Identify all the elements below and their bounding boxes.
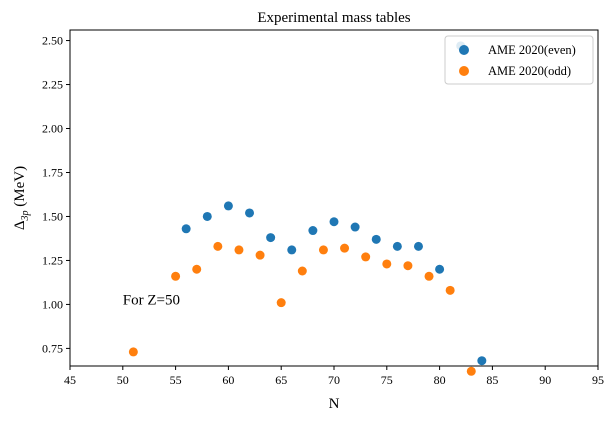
point-odd-13 xyxy=(424,271,434,281)
point-even-10 xyxy=(392,241,402,251)
x-tick-label-1: 50 xyxy=(117,373,129,387)
point-even-6 xyxy=(308,226,318,236)
y-tick-label-6: 2.25 xyxy=(42,78,63,92)
x-axis-ticks: 45 50 55 60 65 70 75 80 85 90 95 xyxy=(64,366,604,387)
point-even-11 xyxy=(413,241,423,251)
point-odd-1 xyxy=(171,271,181,281)
x-tick-label-5: 70 xyxy=(328,373,340,387)
x-tick-label-7: 80 xyxy=(434,373,446,387)
y-axis-label-sub: 3p xyxy=(20,210,31,221)
point-even-0 xyxy=(181,224,191,234)
x-tick-label-10: 95 xyxy=(592,373,604,387)
point-odd-12 xyxy=(403,261,413,271)
point-even-8 xyxy=(350,222,360,232)
point-odd-6 xyxy=(276,298,286,308)
point-odd-9 xyxy=(340,243,350,253)
x-tick-label-2: 55 xyxy=(170,373,182,387)
point-even-3 xyxy=(245,208,255,218)
point-even-12 xyxy=(435,264,445,274)
point-odd-10 xyxy=(361,252,371,262)
annotation-for-z50: For Z=50 xyxy=(123,292,180,308)
point-even-7 xyxy=(329,217,339,227)
point-odd-4 xyxy=(234,245,244,255)
x-tick-label-8: 85 xyxy=(486,373,498,387)
point-even-5 xyxy=(287,245,297,255)
point-odd-14 xyxy=(445,285,455,295)
chart-title: Experimental mass tables xyxy=(257,10,410,26)
point-odd-15 xyxy=(466,366,476,376)
point-odd-11 xyxy=(382,259,392,269)
point-even-2 xyxy=(223,201,233,211)
y-tick-label-1: 1.00 xyxy=(42,297,63,311)
x-axis-label: N xyxy=(329,396,340,412)
x-tick-label-6: 75 xyxy=(381,373,393,387)
y-tick-label-0: 0.75 xyxy=(42,341,63,355)
y-axis-label-unit: (MeV) xyxy=(12,166,28,211)
y-axis-label-main: Δ xyxy=(12,220,28,230)
y-tick-label-3: 1.50 xyxy=(42,209,63,223)
x-tick-label-9: 90 xyxy=(539,373,551,387)
point-even-4 xyxy=(266,233,276,243)
legend-label-even: AME 2020(even) xyxy=(488,43,576,57)
y-axis-label: Δ3p (MeV) xyxy=(12,166,31,230)
point-even-14 xyxy=(477,356,487,366)
legend-marker-even xyxy=(459,45,469,55)
legend: AME 2020(even) AME 2020(odd) xyxy=(444,35,594,85)
point-odd-3 xyxy=(213,241,223,251)
y-tick-label-7: 2.50 xyxy=(42,34,63,48)
point-even-9 xyxy=(371,234,381,244)
y-tick-label-5: 2.00 xyxy=(42,122,63,136)
legend-frame xyxy=(444,35,594,85)
x-tick-label-0: 45 xyxy=(64,373,76,387)
point-odd-5 xyxy=(255,250,265,260)
x-tick-label-4: 65 xyxy=(275,373,287,387)
point-odd-7 xyxy=(297,266,307,276)
point-odd-2 xyxy=(192,264,202,274)
legend-marker-odd xyxy=(459,66,469,76)
point-odd-0 xyxy=(128,347,138,357)
x-tick-label-3: 60 xyxy=(222,373,234,387)
legend-label-odd: AME 2020(odd) xyxy=(488,64,571,78)
y-axis-ticks: 0.75 1.00 1.25 1.50 1.75 2.00 2.25 2.50 xyxy=(42,34,70,355)
y-tick-label-2: 1.25 xyxy=(42,253,63,267)
data-points xyxy=(128,41,487,376)
y-tick-label-4: 1.75 xyxy=(42,165,63,179)
point-odd-8 xyxy=(318,245,328,255)
point-even-1 xyxy=(202,211,212,221)
